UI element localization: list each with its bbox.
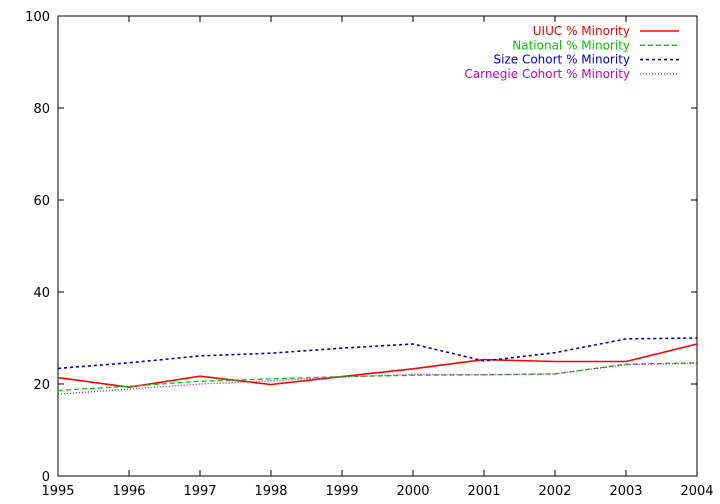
legend-label: National % Minority (512, 38, 630, 52)
series-line-1 (57, 362, 698, 392)
x-tick-label: 2000 (396, 484, 429, 499)
x-tick-label: 1999 (325, 484, 358, 499)
x-tick-label: 2002 (538, 484, 571, 499)
legend-label: Size Cohort % Minority (494, 53, 631, 67)
legend-label: UIUC % Minority (533, 24, 630, 38)
series-line-0 (57, 343, 698, 389)
x-tick-label: 2001 (467, 484, 500, 499)
legend-label: Carnegie Cohort % Minority (464, 67, 630, 81)
x-tick-label: 1995 (41, 484, 74, 499)
y-tick-label: 0 (42, 470, 50, 485)
series-line-3 (57, 362, 698, 395)
y-tick-label: 100 (25, 10, 50, 25)
x-tick-label: 1998 (254, 484, 287, 499)
y-tick-label: 40 (33, 286, 50, 301)
x-tick-label: 1997 (183, 484, 216, 499)
y-tick-label: 80 (33, 102, 50, 117)
series-line-2 (57, 337, 698, 370)
series-lines (57, 337, 698, 395)
x-tick-label: 2003 (609, 484, 642, 499)
x-tick-label: 1996 (112, 484, 145, 499)
plot-frame (57, 15, 698, 477)
x-tick-label: 2004 (680, 484, 713, 499)
y-tick-label: 20 (33, 378, 50, 393)
axis-ticks: 1995 1996 1997 1998 1999 2000 2001 2002 2003 2004… (25, 10, 713, 499)
y-tick-label: 60 (33, 194, 50, 209)
